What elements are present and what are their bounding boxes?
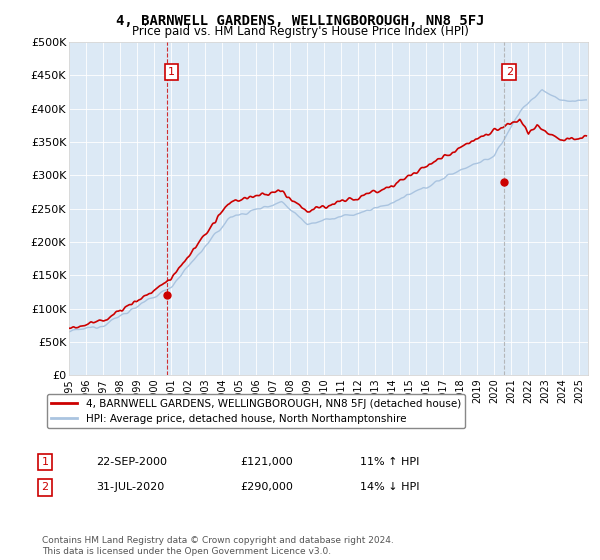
Text: 14% ↓ HPI: 14% ↓ HPI (360, 482, 419, 492)
Legend: 4, BARNWELL GARDENS, WELLINGBOROUGH, NN8 5FJ (detached house), HPI: Average pric: 4, BARNWELL GARDENS, WELLINGBOROUGH, NN8… (47, 394, 465, 428)
Text: 1: 1 (168, 67, 175, 77)
Text: 22-SEP-2000: 22-SEP-2000 (96, 457, 167, 467)
Text: 2: 2 (506, 67, 513, 77)
Text: 4, BARNWELL GARDENS, WELLINGBOROUGH, NN8 5FJ: 4, BARNWELL GARDENS, WELLINGBOROUGH, NN8… (116, 14, 484, 28)
Text: £121,000: £121,000 (240, 457, 293, 467)
Text: 11% ↑ HPI: 11% ↑ HPI (360, 457, 419, 467)
Text: £290,000: £290,000 (240, 482, 293, 492)
Text: Contains HM Land Registry data © Crown copyright and database right 2024.
This d: Contains HM Land Registry data © Crown c… (42, 536, 394, 556)
Text: Price paid vs. HM Land Registry's House Price Index (HPI): Price paid vs. HM Land Registry's House … (131, 25, 469, 38)
Text: 2: 2 (41, 482, 49, 492)
Text: 1: 1 (41, 457, 49, 467)
Text: 31-JUL-2020: 31-JUL-2020 (96, 482, 164, 492)
